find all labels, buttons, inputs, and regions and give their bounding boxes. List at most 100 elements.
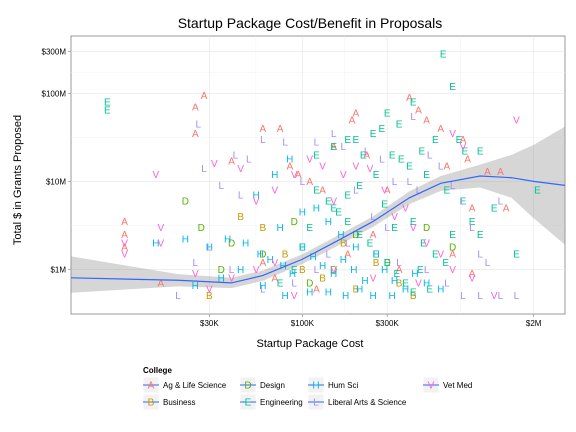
x-axis-ticks: $30K $100K $300K $2M xyxy=(200,314,542,328)
point-e: E xyxy=(449,82,456,93)
point-d: D xyxy=(182,196,189,207)
point-h: H xyxy=(319,261,326,272)
point-l: L xyxy=(427,150,433,161)
point-b: B xyxy=(299,265,306,276)
legend-label: Design xyxy=(260,381,285,390)
point-v: V xyxy=(423,238,430,249)
point-e: E xyxy=(491,203,498,214)
point-a: A xyxy=(286,161,293,172)
point-a: A xyxy=(313,284,320,295)
point-e: E xyxy=(432,249,439,260)
point-d: D xyxy=(306,278,313,289)
point-h: H xyxy=(330,269,337,280)
point-e: E xyxy=(394,269,401,280)
point-h: H xyxy=(289,269,296,280)
point-d: D xyxy=(218,265,225,276)
point-a: A xyxy=(271,273,278,284)
point-d: D xyxy=(228,238,235,249)
point-e: E xyxy=(406,161,413,172)
point-l: L xyxy=(345,238,351,249)
point-v: V xyxy=(291,291,298,302)
point-b: B xyxy=(396,278,403,289)
point-h: H xyxy=(310,252,317,263)
point-e: E xyxy=(306,223,313,234)
point-l: L xyxy=(260,284,266,295)
point-b: B xyxy=(260,223,267,234)
point-a: A xyxy=(260,124,267,135)
point-a: A xyxy=(353,108,360,119)
point-e: E xyxy=(477,147,484,158)
point-v: V xyxy=(513,115,520,126)
point-e: E xyxy=(432,135,439,146)
point-l: L xyxy=(300,177,306,188)
point-l: L xyxy=(291,278,297,289)
point-a: A xyxy=(192,129,199,140)
point-a: A xyxy=(192,103,199,114)
point-d: D xyxy=(449,242,456,253)
point-a: A xyxy=(121,242,128,253)
point-v: V xyxy=(402,203,409,214)
y-tick-label: $1M xyxy=(50,265,66,274)
point-h: H xyxy=(381,265,388,276)
point-h: H xyxy=(253,190,260,201)
point-l: L xyxy=(498,291,504,302)
legend-key-letter: H xyxy=(312,381,319,392)
point-d: D xyxy=(198,223,205,234)
legend-key-letter: B xyxy=(148,398,155,409)
point-h: H xyxy=(218,273,225,284)
point-a: A xyxy=(228,157,235,168)
point-l: L xyxy=(460,291,466,302)
point-a: A xyxy=(460,135,467,146)
point-a: A xyxy=(330,142,337,153)
point-h: H xyxy=(313,203,320,214)
point-v: V xyxy=(370,273,377,284)
point-h: H xyxy=(352,242,359,253)
point-e: E xyxy=(313,185,320,196)
point-v: V xyxy=(469,273,476,284)
point-l: L xyxy=(444,278,450,289)
point-e: E xyxy=(367,238,374,249)
point-a: A xyxy=(121,230,128,241)
point-l: L xyxy=(193,258,199,269)
point-v: V xyxy=(330,196,337,207)
point-v: V xyxy=(192,269,199,280)
point-v: V xyxy=(367,164,374,175)
point-e: E xyxy=(356,230,363,241)
point-b: B xyxy=(373,258,380,269)
point-h: H xyxy=(361,276,368,287)
point-l: L xyxy=(218,181,224,192)
point-e: E xyxy=(373,249,380,260)
point-e: E xyxy=(477,230,484,241)
point-e: E xyxy=(330,142,337,153)
point-v: V xyxy=(381,185,388,196)
point-v: V xyxy=(391,212,398,223)
point-h: H xyxy=(192,281,199,292)
point-a: A xyxy=(415,105,422,116)
point-e: E xyxy=(396,119,403,130)
point-e: E xyxy=(461,147,468,158)
x-tick-label: $2M xyxy=(526,319,542,328)
point-l: L xyxy=(229,265,235,276)
legend-key-letter: D xyxy=(244,381,251,392)
point-a: A xyxy=(406,93,413,104)
smooth-line xyxy=(70,175,566,284)
point-l: L xyxy=(370,212,376,223)
point-v: V xyxy=(410,223,417,234)
y-tick-label: $10M xyxy=(46,177,66,186)
point-v: V xyxy=(253,196,260,207)
point-e: E xyxy=(379,124,386,135)
point-l: L xyxy=(498,196,504,207)
legend-label: Engineering xyxy=(260,398,303,407)
point-e: E xyxy=(384,258,391,269)
point-l: L xyxy=(207,242,213,253)
point-l: L xyxy=(260,135,266,146)
point-h: H xyxy=(299,207,306,218)
point-h: H xyxy=(306,288,313,299)
point-h: H xyxy=(402,284,409,295)
point-h: H xyxy=(152,238,159,249)
point-l: L xyxy=(485,258,491,269)
point-h: H xyxy=(389,291,396,302)
point-a: A xyxy=(444,161,451,172)
point-l: L xyxy=(384,223,390,234)
